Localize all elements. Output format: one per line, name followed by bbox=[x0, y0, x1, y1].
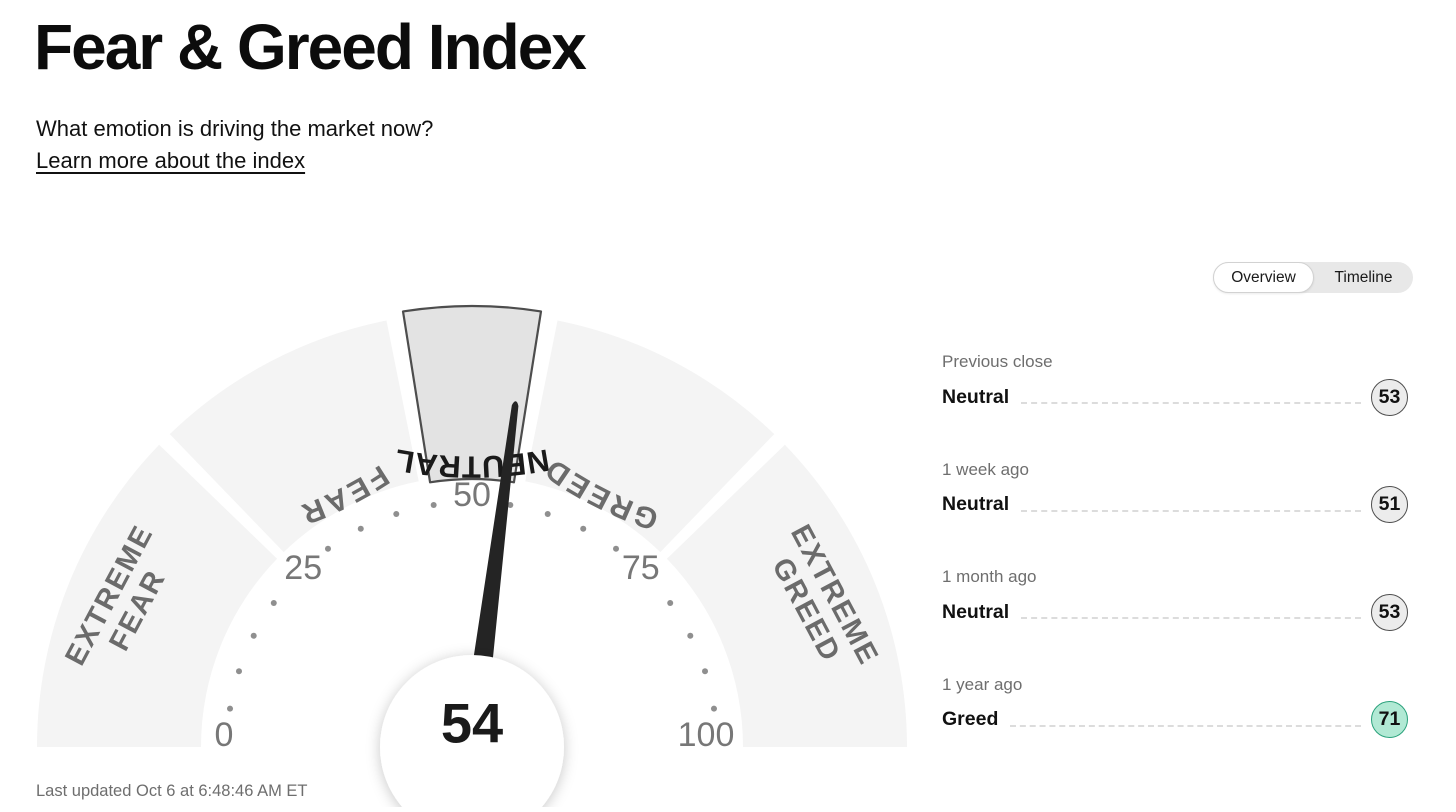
gauge-tick-dot bbox=[324, 545, 331, 552]
gauge-segment-extreme-fear bbox=[37, 444, 278, 747]
gauge-tick-dot bbox=[250, 632, 257, 639]
learn-more-link[interactable]: Learn more about the index bbox=[36, 148, 306, 173]
dotted-leader bbox=[1021, 509, 1361, 512]
gauge-tick-label: 0 bbox=[215, 716, 234, 754]
gauge-chart: EXTREMEFEARFEARNEUTRALGREEDEXTREMEGREED0… bbox=[37, 304, 907, 812]
history-value-badge: 53 bbox=[1371, 593, 1408, 631]
history-period-label: Previous close bbox=[942, 352, 1053, 371]
gauge-tick-label: 50 bbox=[453, 476, 491, 514]
gauge-tick-dot bbox=[270, 599, 277, 606]
history-row-1-year-ago: 1 year ago Greed 71 bbox=[942, 675, 1408, 740]
history-row-1-week-ago: 1 week ago Neutral 51 bbox=[942, 460, 1408, 525]
gauge-tick-dot bbox=[227, 705, 234, 712]
tab-overview[interactable]: Overview bbox=[1213, 262, 1314, 293]
history-period-label: 1 week ago bbox=[942, 459, 1029, 479]
history-period-label: 1 year ago bbox=[942, 674, 1023, 694]
view-toggle: Overview Timeline bbox=[1213, 262, 1413, 293]
gauge-tick-dot bbox=[393, 510, 400, 517]
gauge-tick-dot bbox=[710, 705, 717, 712]
history-rating: Greed bbox=[942, 708, 999, 730]
history-row-1-month-ago: 1 month ago Neutral 53 bbox=[942, 567, 1408, 632]
gauge-needle bbox=[468, 401, 519, 695]
last-updated-text: Last updated Oct 6 at 6:48:46 AM ET bbox=[36, 782, 308, 800]
gauge-tick-label: 75 bbox=[622, 549, 660, 587]
history-rating: Neutral bbox=[942, 600, 1010, 623]
dotted-leader bbox=[1021, 402, 1361, 404]
history-value-badge: 51 bbox=[1371, 486, 1408, 523]
history-period-label: 1 month ago bbox=[942, 567, 1037, 586]
gauge-tick-label: 25 bbox=[284, 549, 322, 587]
page-title: Fear & Greed Index bbox=[34, 11, 587, 83]
gauge-hub bbox=[380, 655, 564, 812]
fear-greed-gauge: EXTREMEFEAR FEAR NEUTRAL GREED EXTREMEGREED 0… bbox=[0, 300, 944, 812]
history-value-badge: 53 bbox=[1371, 378, 1408, 416]
page-subtitle: What emotion is driving the market now? bbox=[36, 116, 434, 141]
gauge-segment-extreme-greed bbox=[666, 444, 907, 747]
gauge-tick-dot bbox=[544, 510, 551, 517]
gauge-tick-dot bbox=[357, 525, 364, 532]
dotted-leader bbox=[1010, 724, 1361, 727]
gauge-tick-dot bbox=[687, 632, 694, 639]
gauge-tick-dot bbox=[702, 668, 709, 675]
gauge-segment-neutral bbox=[401, 304, 543, 484]
gauge-tick-label: 100 bbox=[678, 716, 735, 754]
gauge-tick-dot bbox=[235, 668, 242, 675]
gauge-segment-greed bbox=[525, 320, 775, 553]
gauge-tick-dot bbox=[580, 525, 587, 532]
gauge-segment-fear bbox=[169, 320, 419, 553]
gauge-tick-dot bbox=[613, 545, 620, 552]
history-rating: Neutral bbox=[942, 385, 1010, 408]
gauge-tick-dot bbox=[507, 502, 514, 509]
history-rating: Neutral bbox=[942, 493, 1010, 515]
gauge-tick-dot bbox=[667, 599, 674, 606]
dotted-leader bbox=[1021, 617, 1361, 619]
gauge-value: 54 bbox=[441, 692, 503, 755]
history-row-previous-close: Previous close Neutral 53 bbox=[942, 352, 1408, 417]
gauge-tick-dot bbox=[430, 502, 437, 509]
tab-timeline[interactable]: Timeline bbox=[1334, 268, 1393, 286]
history-value-badge: 71 bbox=[1371, 701, 1408, 738]
